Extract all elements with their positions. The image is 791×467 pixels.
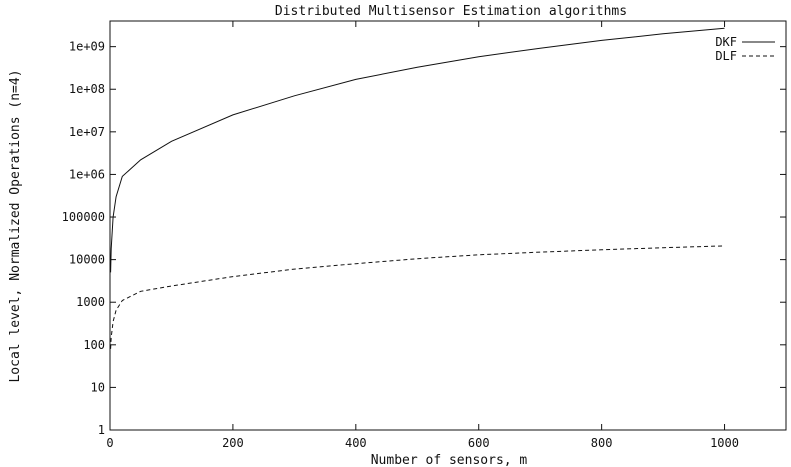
y-tick-label: 1e+09 (69, 40, 105, 54)
y-tick-label: 1000 (76, 295, 105, 309)
y-tick-label: 100000 (62, 210, 105, 224)
legend-label: DLF (715, 49, 737, 63)
y-tick-label: 10 (91, 380, 105, 394)
x-axis-label: Number of sensors, m (371, 453, 528, 467)
x-tick-label: 600 (468, 436, 490, 450)
x-tick-label: 800 (591, 436, 613, 450)
plot-frame (109, 20, 787, 431)
y-axis-label: Local level, Normalized Operations (n=4) (8, 69, 23, 382)
x-tick-label: 1000 (710, 436, 739, 450)
series-group (110, 27, 725, 349)
chart-title: Distributed Multisensor Estimation algor… (275, 4, 627, 19)
y-tick-label: 1e+08 (69, 82, 105, 96)
tick-group: 0 200 400 600 800 1000 1 10 100 1000 10000 100000 1e… (62, 21, 786, 450)
series-line-dlf (110, 245, 725, 349)
y-tick-label: 1e+07 (69, 125, 105, 139)
x-tick-label: 200 (222, 436, 244, 450)
x-tick-label: 0 (106, 436, 113, 450)
y-tick-label: 1 (98, 423, 105, 437)
legend-label: DKF (715, 35, 737, 49)
y-tick-label: 100 (83, 338, 105, 352)
x-tick-label: 400 (345, 436, 367, 450)
y-tick-label: 10000 (69, 253, 105, 267)
y-tick-label: 1e+06 (69, 167, 105, 181)
series-line-dkf (110, 27, 725, 273)
